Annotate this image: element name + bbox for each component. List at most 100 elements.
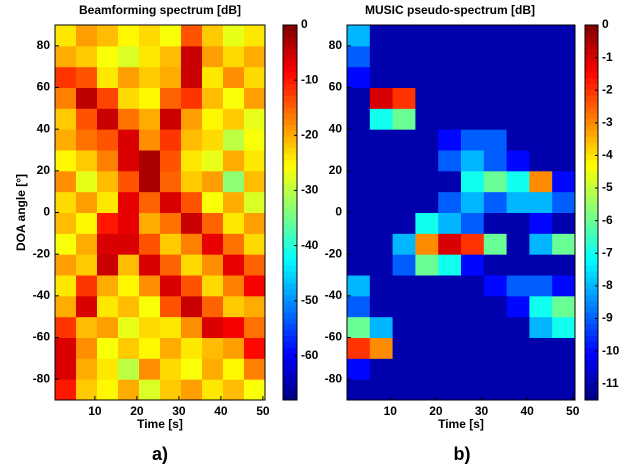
heat-cell [244, 212, 266, 234]
colorbar-band [585, 206, 598, 213]
heat-cell [506, 170, 530, 193]
heat-cell [139, 191, 161, 213]
heat-cell [369, 129, 394, 151]
colorbar-band [585, 48, 598, 55]
heat-cell [223, 25, 245, 47]
heat-cell [415, 191, 439, 213]
heat-cell [223, 150, 245, 172]
y-tick-label: 20 [329, 163, 343, 177]
heat-cell [76, 212, 98, 234]
heat-cell [139, 358, 161, 380]
heat-cell [415, 275, 439, 297]
colorbar-band [283, 71, 297, 79]
colorbar-band [283, 288, 297, 296]
x-tick-label: 50 [566, 404, 580, 418]
colorbar-band [283, 171, 297, 178]
heat-cell [202, 25, 224, 47]
heat-cell [461, 212, 485, 234]
heat-cell [483, 233, 508, 255]
heat-cell [76, 358, 98, 380]
heat-cell [244, 66, 266, 88]
colorbar-band [283, 142, 297, 149]
colorbar-band [283, 300, 297, 307]
heat-cell [483, 45, 508, 68]
heat-cell [55, 316, 77, 338]
heat-cell [223, 275, 245, 297]
heat-cell [552, 191, 576, 213]
heat-cell [97, 337, 119, 359]
heat-cell [438, 254, 462, 276]
heat-cell [55, 254, 77, 276]
heat-cell [223, 254, 245, 276]
colorbar-band [283, 165, 297, 172]
heat-cell [369, 191, 394, 213]
colorbar-band [283, 95, 297, 102]
colorbar-band [283, 312, 297, 319]
heat-cell [160, 212, 182, 234]
colorbar-tick-label: -50 [301, 293, 319, 307]
heat-cell [76, 87, 98, 109]
heat-cell [438, 337, 462, 359]
heat-cell [181, 45, 203, 68]
colorbar-band [283, 101, 297, 108]
heat-cell [392, 358, 416, 380]
colorbar-band [585, 159, 598, 167]
colorbar-band [283, 159, 297, 167]
colorbar-band [283, 364, 297, 372]
heat-cell [392, 108, 416, 130]
x-tick-label: 10 [384, 404, 398, 418]
heat-cell [160, 170, 182, 193]
heat-cell [347, 87, 371, 109]
heat-cell [181, 358, 203, 380]
colorbar-band [585, 235, 598, 243]
colorbar-band [585, 317, 598, 325]
colorbar-band [283, 212, 297, 219]
colorbar-tick-label: -60 [301, 348, 319, 362]
heat-cell [483, 66, 508, 88]
heat-cell [369, 233, 394, 255]
heat-cell [438, 87, 462, 109]
heat-cell [347, 66, 371, 88]
heat-cell [76, 170, 98, 193]
colorbar-band [585, 294, 598, 301]
heat-cell [529, 233, 553, 255]
heat-cell [223, 233, 245, 255]
heat-cell [529, 275, 553, 297]
heat-cell [97, 129, 119, 151]
heat-cell [55, 170, 77, 193]
heat-cell [483, 129, 508, 151]
heat-cell [347, 150, 371, 172]
colorbar-band [585, 288, 598, 296]
colorbar-band [585, 177, 598, 184]
colorbar-band [283, 329, 297, 337]
heat-cell [461, 170, 485, 193]
heat-cell [506, 87, 530, 109]
heat-cell [223, 108, 245, 130]
heat-cell [139, 108, 161, 130]
heat-cell [506, 129, 530, 151]
heat-cell [461, 108, 485, 130]
heat-cell [506, 275, 530, 297]
heat-cell [506, 25, 530, 47]
heat-cell [506, 150, 530, 172]
heat-cell [552, 337, 576, 359]
y-tick-label: -20 [33, 246, 51, 260]
heat-cell [160, 358, 182, 380]
heat-cell [392, 66, 416, 88]
colorbar-band [585, 42, 598, 49]
heat-cell [529, 150, 553, 172]
y-tick-label: -80 [325, 371, 343, 385]
heat-cell [244, 379, 266, 401]
heat-cell [552, 295, 576, 318]
colorbar-band [283, 194, 297, 202]
heat-cell [483, 108, 508, 130]
heat-cell [347, 45, 371, 68]
heat-cell [202, 358, 224, 380]
colorbar-band [585, 370, 598, 378]
colorbar-band [283, 124, 297, 131]
heat-cell [55, 25, 77, 47]
heat-cell [97, 254, 119, 276]
y-tick-label: 60 [37, 80, 51, 94]
colorbar-band [585, 148, 598, 155]
heat-cell [97, 295, 119, 318]
